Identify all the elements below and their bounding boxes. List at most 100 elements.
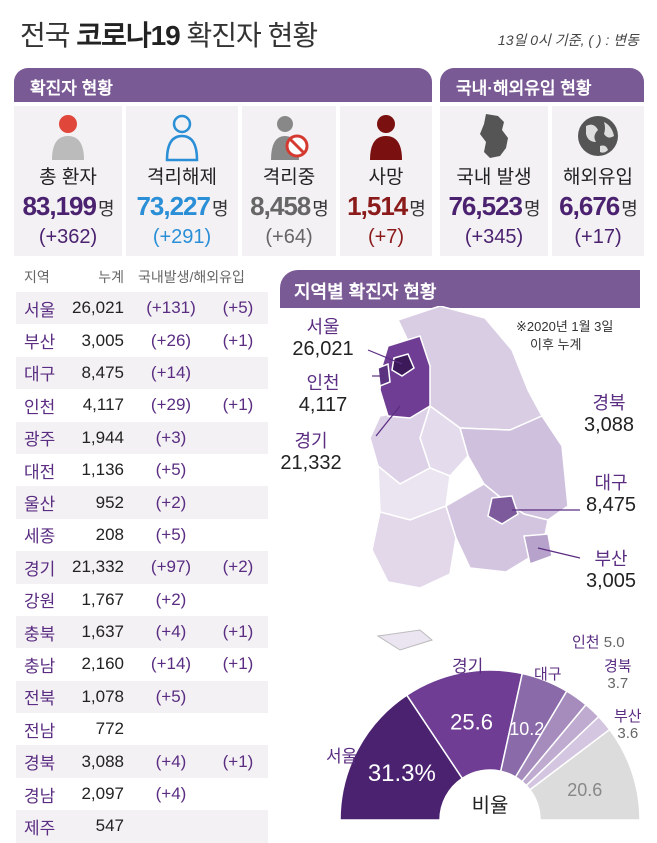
- cell-domestic: (+4): [155, 784, 187, 804]
- stat-delta: (+17): [574, 226, 622, 248]
- slice-value: 3.7: [607, 675, 629, 692]
- pie-value-경기: 25.6: [450, 710, 493, 735]
- cell-domestic: (+4): [155, 622, 187, 642]
- title-prefix: 전국: [20, 20, 71, 51]
- pie-label-daegu: 대구: [534, 666, 562, 683]
- cell-region: 대구: [24, 365, 56, 385]
- cell-domestic: (+97): [150, 557, 192, 577]
- stat-label: 해외유입: [563, 167, 633, 188]
- stat-number: 1,514: [347, 191, 408, 221]
- note-line1: ※2020년 1월 3일: [516, 319, 614, 334]
- cell-region: 인천: [24, 397, 56, 417]
- stat-value: 76,523 명: [440, 191, 548, 222]
- map-label-gyeongbuk: 경북 3,088: [576, 392, 642, 436]
- stat-isolated: 격리중 8,458 명 (+64): [242, 106, 336, 256]
- region-value: 21,332: [280, 452, 342, 474]
- person-dark-red-icon: [370, 115, 402, 160]
- cell-region: 광주: [24, 430, 56, 450]
- region-value: 8,475: [585, 494, 637, 516]
- status-panel-title: 확진자 현황: [14, 68, 432, 102]
- region-value: 4,117: [298, 394, 348, 416]
- cell-domestic: (+2): [155, 589, 187, 609]
- cell-domestic: (+4): [155, 751, 187, 771]
- stat-total: 총 환자 83,199 명 (+362): [14, 106, 122, 256]
- region-name: 경기: [294, 431, 328, 451]
- cell-total: 21,332: [72, 557, 124, 577]
- stat-label: 사망: [368, 167, 404, 188]
- stat-number: 76,523: [448, 191, 523, 221]
- cell-domestic: (+26): [150, 330, 192, 350]
- cell-region: 경북: [24, 754, 56, 774]
- cell-total: 26,021: [72, 298, 124, 318]
- pie-slice-서울: [339, 694, 464, 821]
- map-region-daegu: [487, 495, 519, 525]
- pie-label-seoul: 서울: [326, 747, 358, 766]
- cell-total: 1,637: [81, 622, 124, 642]
- cell-total: 3,005: [81, 330, 124, 350]
- pie-slice-경기: [405, 669, 524, 780]
- region-value: 26,021: [292, 338, 354, 360]
- map-region-jeju: [376, 629, 434, 651]
- table-header: 지역 누계 국내발생/해외유입: [16, 262, 268, 292]
- cell-domestic: (+5): [155, 460, 187, 480]
- pie-label-busan: 부산 3.6: [614, 708, 642, 742]
- cell-region: 울산: [24, 495, 56, 515]
- person-outline-icon: [165, 114, 199, 162]
- cell-total: 2,097: [81, 784, 124, 804]
- table-row: 부산 3,005 (+26) (+1): [16, 324, 268, 356]
- stat-label: 격리해제: [147, 167, 217, 188]
- pie-value-대구: 10.2: [509, 719, 544, 739]
- slice-value: 5.0: [603, 634, 625, 651]
- cell-abroad: (+5): [222, 298, 254, 318]
- cell-region: 대전: [24, 462, 56, 482]
- cell-abroad: (+1): [222, 751, 254, 771]
- pie-value-서울: 31.3%: [368, 760, 436, 787]
- title-bold: 코로나19: [76, 20, 180, 51]
- table-row: 충남 2,160 (+14) (+1): [16, 648, 268, 680]
- globe-icon: [578, 116, 618, 156]
- region-name: 서울: [306, 317, 340, 337]
- gyeonggi-leader-line: [375, 405, 401, 437]
- stat-delta: (+362): [38, 226, 98, 248]
- map-note: ※2020년 1월 3일 이후 누계: [516, 318, 613, 354]
- map-label-gyeonggi: 경기 21,332: [268, 430, 354, 474]
- table-row: 인천 4,117 (+29) (+1): [16, 389, 268, 421]
- stat-label: 국내 발생: [456, 167, 532, 188]
- cell-abroad: (+2): [222, 557, 254, 577]
- stat-unit: 명: [523, 199, 541, 219]
- stat-released: 격리해제 73,227 명 (+291): [126, 106, 238, 256]
- cell-region: 제주: [24, 818, 56, 838]
- cell-region: 세종: [24, 527, 56, 547]
- slice-value: 3.6: [617, 725, 639, 742]
- cell-domestic: (+2): [155, 492, 187, 512]
- map-region-busan: [523, 533, 553, 565]
- stat-delta: (+7): [367, 226, 405, 248]
- stat-delta: (+291): [152, 226, 212, 248]
- slice-name: 인천: [572, 634, 600, 651]
- header-total: 누계: [98, 269, 124, 285]
- table-row: 충북 1,637 (+4) (+1): [16, 615, 268, 649]
- person-prohibited-icon: [271, 116, 309, 160]
- stat-unit: 명: [621, 199, 638, 219]
- stat-delta: (+64): [265, 226, 313, 248]
- stat-label: 총 환자: [39, 167, 97, 188]
- stat-value: 73,227 명: [126, 191, 238, 222]
- cell-total: 1,078: [81, 686, 124, 706]
- stat-number: 83,199: [22, 191, 97, 221]
- cell-total: 4,117: [82, 395, 124, 415]
- cell-region: 서울: [24, 300, 56, 320]
- stat-unit: 명: [211, 199, 229, 219]
- table-row: 전남 772: [16, 713, 268, 745]
- cell-domestic: (+3): [155, 427, 187, 447]
- cell-domestic: (+131): [146, 298, 196, 318]
- table-row: 강원 1,767 (+2): [16, 584, 268, 616]
- cell-total: 1,767: [81, 589, 124, 609]
- pie-value-other: 20.6: [567, 780, 602, 800]
- stat-number: 6,676: [559, 191, 620, 221]
- cell-abroad: (+1): [222, 622, 254, 642]
- pie-label-gyeongbuk: 경북 3.7: [604, 658, 632, 692]
- cell-region: 경남: [24, 786, 56, 806]
- map-label-incheon: 인천 4,117: [278, 372, 368, 416]
- pie-label-gyeonggi: 경기: [452, 657, 484, 676]
